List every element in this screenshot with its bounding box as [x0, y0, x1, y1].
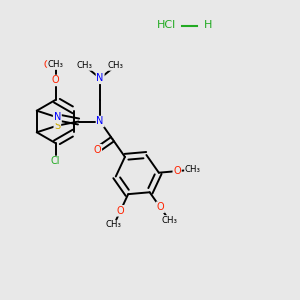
Text: N: N [54, 112, 61, 122]
Text: O: O [173, 166, 181, 176]
Text: O: O [156, 202, 164, 212]
Text: N: N [97, 116, 104, 127]
Text: CH₃: CH₃ [47, 60, 64, 69]
Text: O: O [94, 145, 101, 155]
Text: Cl: Cl [51, 157, 60, 166]
Text: CH₃: CH₃ [76, 61, 93, 70]
Text: S: S [54, 121, 60, 130]
Text: CH₃: CH₃ [184, 165, 201, 174]
Text: N: N [97, 73, 104, 83]
Text: O: O [52, 76, 59, 85]
Text: H: H [204, 20, 213, 31]
Text: O: O [44, 60, 51, 70]
Text: O: O [117, 206, 124, 216]
Text: CH₃: CH₃ [161, 216, 177, 225]
Text: HCl: HCl [157, 20, 176, 31]
Text: CH₃: CH₃ [108, 61, 124, 70]
Text: CH₃: CH₃ [106, 220, 122, 230]
